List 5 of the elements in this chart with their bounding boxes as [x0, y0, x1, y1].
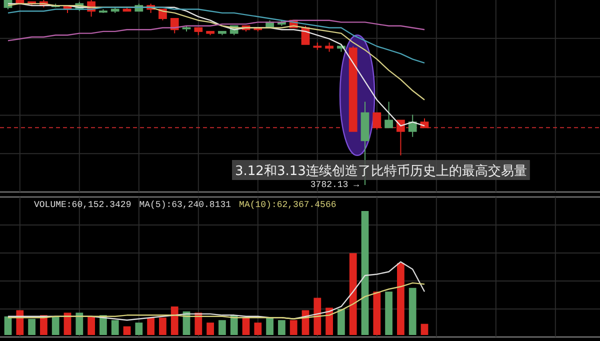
text: MA(5):63,240.8131 [139, 200, 232, 210]
text: VOLUME:60,152.3429 [34, 200, 132, 210]
low-price-label: 3782.13 → [310, 180, 359, 190]
note-box: 3.12和3.13连续创造了比特币历史上的最高交易量 [232, 160, 530, 180]
text: MA(10):62,367.4566 [239, 200, 336, 210]
